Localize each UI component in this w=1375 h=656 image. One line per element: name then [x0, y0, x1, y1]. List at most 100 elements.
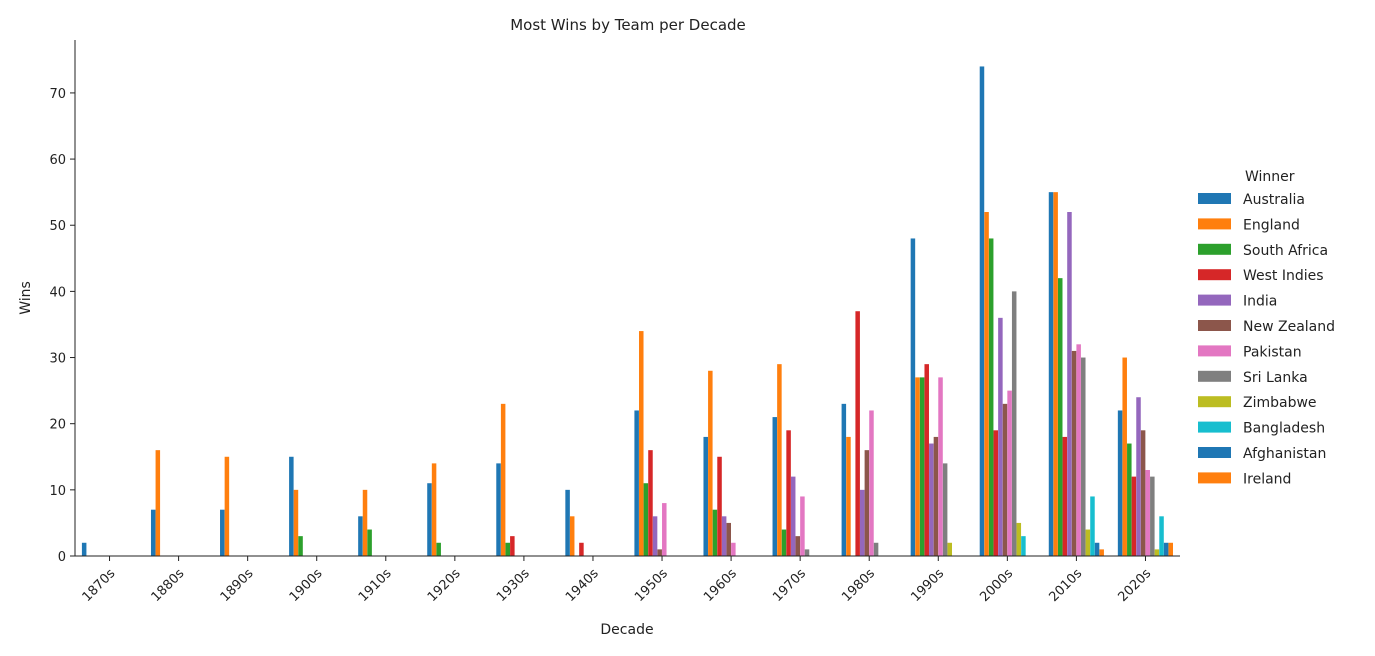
- x-tick-label: 2010s: [1046, 566, 1085, 605]
- legend-label: New Zealand: [1243, 319, 1335, 335]
- bar-new-zealand-1960s: [726, 522, 731, 556]
- bar-pakistan-1960s: [731, 542, 736, 556]
- bar-england-1990s: [915, 377, 920, 556]
- bar-south-africa-1900s: [298, 536, 303, 556]
- bar-india-1990s: [929, 443, 934, 556]
- bar-australia-1920s: [427, 483, 432, 556]
- bar-england-1970s: [777, 364, 782, 556]
- legend-swatch-australia: [1198, 193, 1231, 204]
- bar-ireland-2010s: [1099, 549, 1104, 556]
- x-tick-label: 1870s: [80, 566, 119, 605]
- bar-australia-2020s: [1117, 410, 1123, 556]
- x-tick-label: 1990s: [908, 566, 947, 605]
- x-axis-label: Decade: [600, 622, 653, 638]
- bar-england-1940s: [569, 516, 575, 556]
- bar-england-1880s: [155, 450, 161, 556]
- bar-sri-lanka-1980s: [873, 542, 879, 556]
- bar-england-2010s: [1053, 192, 1058, 556]
- legend-swatch-south-africa: [1198, 243, 1231, 255]
- bar-australia-1950s: [634, 410, 639, 556]
- bar-new-zealand-1970s: [795, 536, 801, 556]
- bar-new-zealand-1980s: [864, 450, 870, 556]
- bar-pakistan-1990s: [938, 377, 943, 556]
- y-tick-label: 60: [49, 153, 66, 168]
- bar-india-2010s: [1067, 212, 1072, 556]
- bar-india-1980s: [860, 489, 865, 556]
- bar-west-indies-1950s: [648, 450, 653, 556]
- x-tick-label: 1950s: [632, 566, 671, 605]
- bar-australia-1890s: [220, 509, 225, 556]
- bar-england-1980s: [846, 436, 851, 556]
- bars-group: [81, 66, 1173, 557]
- x-tick-label: 1910s: [356, 566, 395, 605]
- x-axis: 1870s 1880s 1890s 1900s 1910s 1920s 1930s 1940s…: [75, 555, 1180, 605]
- x-tick-label: 1880s: [149, 566, 188, 605]
- bar-south-africa-2020s: [1127, 443, 1132, 556]
- bar-india-1970s: [790, 476, 796, 556]
- legend-swatch-west-indies: [1198, 269, 1231, 281]
- bar-bangladesh-2010s: [1090, 496, 1095, 556]
- bar-west-indies-1940s: [579, 542, 584, 556]
- bar-west-indies-2010s: [1062, 436, 1068, 556]
- legend-swatch-ireland: [1198, 472, 1231, 484]
- bar-australia-1980s: [841, 403, 847, 556]
- y-tick-label: 10: [49, 484, 66, 499]
- legend-label: Afghanistan: [1243, 446, 1326, 462]
- bar-australia-1990s: [910, 238, 916, 556]
- bar-england-1910s: [362, 489, 368, 556]
- bar-england-1890s: [224, 456, 230, 556]
- legend-swatch-pakistan: [1198, 345, 1231, 357]
- legend-label: West Indies: [1243, 268, 1324, 284]
- x-tick-label: 1960s: [701, 566, 740, 605]
- bar-west-indies-1990s: [924, 364, 929, 556]
- bar-south-africa-1920s: [436, 542, 441, 556]
- legend-label: England: [1243, 217, 1300, 233]
- bar-england-1950s: [639, 331, 644, 556]
- bar-pakistan-1950s: [662, 503, 667, 556]
- bar-england-1920s: [431, 463, 437, 556]
- bar-new-zealand-2020s: [1140, 430, 1146, 556]
- bar-west-indies-2020s: [1131, 476, 1137, 556]
- bar-pakistan-2010s: [1076, 344, 1081, 556]
- bar-sri-lanka-1990s: [942, 463, 948, 556]
- x-tick-label: 1930s: [494, 566, 533, 605]
- bar-bangladesh-2020s: [1159, 516, 1164, 556]
- bar-south-africa-1950s: [643, 483, 649, 556]
- bar-sri-lanka-2020s: [1150, 476, 1155, 556]
- bar-australia-2010s: [1048, 192, 1054, 556]
- bar-australia-1870s: [81, 542, 87, 556]
- bar-new-zealand-1950s: [657, 549, 662, 556]
- bar-pakistan-1980s: [869, 410, 874, 556]
- bar-south-africa-1910s: [367, 529, 372, 556]
- bar-india-1950s: [652, 516, 658, 556]
- bar-australia-1880s: [150, 509, 156, 556]
- legend-swatch-india: [1198, 294, 1231, 306]
- bar-south-africa-1970s: [781, 529, 787, 556]
- bar-india-1960s: [721, 516, 727, 556]
- x-tick-label: 2020s: [1116, 566, 1155, 605]
- bar-west-indies-1930s: [510, 536, 515, 556]
- bar-pakistan-2020s: [1145, 470, 1150, 556]
- y-tick-label: 0: [58, 550, 66, 565]
- legend-label: Sri Lanka: [1243, 370, 1308, 386]
- bar-south-africa-1930s: [505, 542, 510, 556]
- x-tick-label: 1900s: [287, 566, 326, 605]
- legend-swatch-zimbabwe: [1198, 396, 1231, 408]
- legend-label: India: [1243, 294, 1277, 310]
- bar-england-2020s: [1122, 357, 1127, 556]
- bar-england-1960s: [708, 370, 713, 556]
- bar-ireland-2020s: [1168, 542, 1173, 556]
- chart-title: Most Wins by Team per Decade: [510, 16, 746, 34]
- bar-south-africa-1990s: [919, 377, 925, 556]
- bar-west-indies-1960s: [717, 456, 722, 556]
- legend-label: Pakistan: [1243, 344, 1302, 360]
- bar-afghanistan-2010s: [1094, 542, 1100, 556]
- bar-south-africa-2000s: [988, 238, 994, 556]
- legend-label: Zimbabwe: [1243, 395, 1317, 411]
- bar-australia-1910s: [358, 516, 363, 556]
- bar-pakistan-2000s: [1007, 390, 1012, 556]
- bar-west-indies-2000s: [993, 430, 999, 556]
- bar-south-africa-1960s: [712, 509, 718, 556]
- legend-label: Bangladesh: [1243, 421, 1325, 437]
